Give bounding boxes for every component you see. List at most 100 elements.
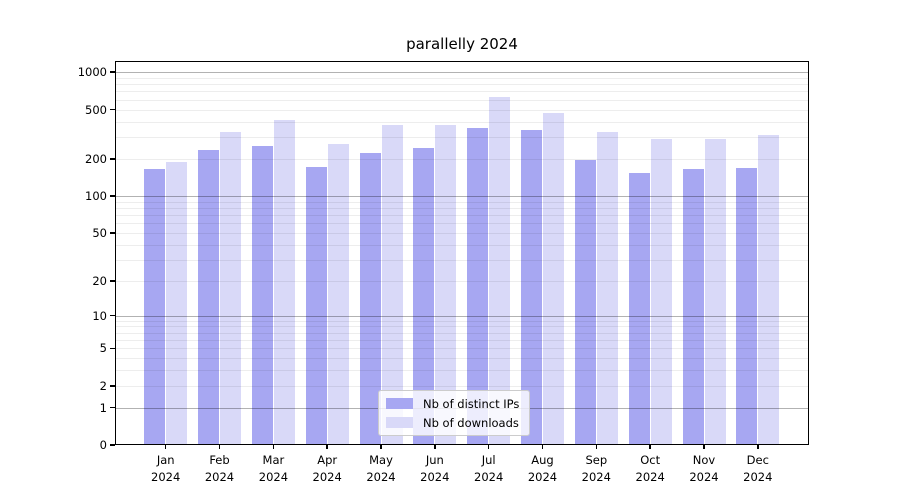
y-tick-mark: [110, 444, 115, 446]
bar-nb-of-downloads: [220, 131, 241, 445]
y-tick-mark: [110, 347, 115, 350]
x-tick-mark: [326, 445, 328, 449]
minor-gridline: [115, 109, 809, 111]
y-tick-label: 200: [85, 151, 107, 166]
bar-nb-of-distinct-ips: [682, 168, 704, 445]
x-tick-mark: [541, 445, 544, 449]
minor-gridline: [115, 370, 809, 372]
bar-nb-of-downloads: [327, 143, 349, 445]
y-tick-label: 1: [99, 400, 107, 415]
y-tick-mark: [110, 71, 115, 73]
x-tick-mark: [703, 445, 705, 449]
bar-nb-of-downloads: [273, 120, 295, 445]
y-tick-label: 50: [92, 225, 107, 240]
y-tick-mark: [110, 385, 115, 387]
chart-title: parallelly 2024: [406, 35, 518, 53]
x-tick-label: Jul 2024: [474, 453, 504, 484]
bar-nb-of-distinct-ips: [574, 159, 596, 445]
x-tick-mark: [649, 445, 651, 449]
major-gridline: [115, 72, 809, 74]
bar-nb-of-downloads: [650, 139, 672, 445]
bar-nb-of-downloads: [435, 125, 457, 445]
minor-gridline: [115, 99, 809, 101]
bar-nb-of-downloads: [596, 132, 618, 445]
plot-area: Nb of distinct IPs Nb of downloads: [115, 61, 809, 445]
bar-nb-of-downloads: [166, 162, 188, 445]
bar-nb-of-distinct-ips: [413, 147, 435, 445]
x-tick-mark: [434, 445, 436, 449]
minor-gridline: [115, 91, 809, 93]
bar-nb-of-downloads: [381, 125, 403, 445]
bar-nb-of-distinct-ips: [521, 130, 542, 445]
x-tick-label: Sep 2024: [581, 453, 611, 484]
minor-gridline: [115, 207, 809, 209]
legend-swatch: [386, 398, 413, 409]
x-tick-mark: [380, 445, 382, 449]
minor-gridline: [115, 244, 809, 246]
minor-gridline: [115, 137, 809, 138]
bar-nb-of-distinct-ips: [144, 168, 166, 445]
minor-gridline: [115, 385, 809, 387]
x-tick-mark: [757, 445, 759, 449]
minor-gridline: [115, 201, 809, 203]
minor-gridline: [115, 77, 809, 79]
y-tick-label: 1000: [77, 65, 107, 80]
bar-nb-of-distinct-ips: [736, 167, 758, 445]
minor-gridline: [115, 320, 809, 322]
major-gridline: [115, 315, 809, 317]
y-tick-label: 20: [92, 273, 107, 288]
y-tick-mark: [110, 280, 115, 282]
legend-item: Nb of downloads: [386, 415, 519, 430]
x-tick-mark: [164, 445, 167, 449]
minor-gridline: [115, 326, 809, 328]
y-tick-mark: [110, 158, 115, 160]
minor-gridline: [115, 348, 809, 350]
y-tick-label: 2: [99, 378, 107, 393]
minor-gridline: [115, 232, 809, 234]
legend: Nb of distinct IPs Nb of downloads: [378, 390, 531, 436]
y-tick-label: 0: [99, 438, 107, 452]
minor-gridline: [115, 332, 809, 334]
x-tick-label: Jun 2024: [420, 453, 450, 484]
y-tick-mark: [110, 314, 115, 317]
y-tick-label: 10: [92, 308, 107, 323]
minor-gridline: [115, 121, 809, 123]
y-tick-mark: [110, 232, 115, 234]
bar-nb-of-distinct-ips: [198, 149, 219, 445]
x-tick-label: Mar 2024: [258, 453, 289, 484]
bar-nb-of-downloads: [758, 134, 780, 445]
bar-nb-of-downloads: [489, 97, 511, 445]
x-tick-label: Oct 2024: [635, 453, 665, 484]
bar-nb-of-distinct-ips: [251, 145, 273, 445]
minor-gridline: [115, 84, 809, 86]
bar-nb-of-distinct-ips: [467, 127, 489, 445]
x-tick-mark: [272, 445, 275, 449]
bar-nb-of-downloads: [543, 113, 564, 445]
x-tick-label: Feb 2024: [204, 453, 235, 484]
x-tick-mark: [487, 445, 490, 449]
y-tick-mark: [110, 406, 115, 409]
minor-gridline: [115, 158, 809, 160]
y-tick-label: 500: [85, 102, 107, 117]
bar-nb-of-downloads: [704, 139, 726, 445]
legend-label: Nb of downloads: [423, 415, 519, 430]
minor-gridline: [115, 259, 809, 261]
x-tick-label: Nov 2024: [689, 453, 719, 484]
legend-swatch: [386, 417, 413, 428]
bar-nb-of-distinct-ips: [305, 167, 327, 445]
bar-nb-of-distinct-ips: [628, 172, 650, 445]
bar-nb-of-distinct-ips: [359, 152, 381, 445]
x-tick-mark: [218, 445, 221, 449]
minor-gridline: [115, 340, 809, 341]
y-tick-mark: [110, 195, 115, 197]
y-tick-mark: [110, 108, 115, 111]
minor-gridline: [115, 280, 809, 282]
minor-gridline: [115, 358, 809, 360]
x-tick-label: May 2024: [366, 453, 396, 484]
x-tick-label: Dec 2024: [743, 453, 773, 484]
minor-gridline: [115, 223, 809, 225]
x-tick-label: Apr 2024: [312, 453, 342, 484]
major-gridline: [115, 195, 809, 197]
x-tick-label: Jan 2024: [151, 453, 181, 484]
